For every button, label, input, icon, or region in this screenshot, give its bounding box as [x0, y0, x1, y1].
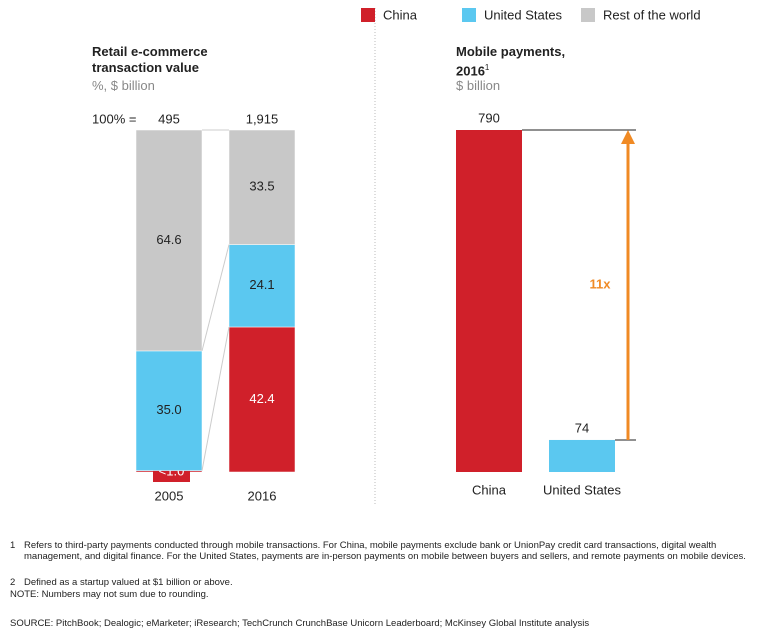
bar-segment: [135, 129, 203, 352]
x-tick-label: United States: [543, 482, 622, 497]
value-label: 790: [478, 110, 500, 125]
value-label: 74: [575, 420, 589, 435]
footnote-marker: 2: [10, 577, 16, 588]
arrow-head: [621, 130, 635, 144]
title-text: Mobile payments, 2016: [456, 44, 566, 79]
note: NOTE: Numbers may not sum due to roundin…: [10, 589, 209, 600]
value-label: 64.6: [156, 232, 181, 247]
legend-swatch: [361, 8, 375, 22]
legend-label: United States: [484, 7, 563, 22]
footnote-marker: 1: [10, 540, 16, 551]
x-tick-label: 2005: [155, 488, 184, 503]
right-subtitle: $ billion: [456, 78, 501, 93]
value-label: 35.0: [156, 402, 181, 417]
x-tick-label: 2016: [248, 488, 277, 503]
bar: [549, 439, 615, 472]
footnote: 1 Refers to third-party payments conducte…: [10, 540, 765, 562]
legend-swatch: [462, 8, 476, 22]
bar-segment: [228, 326, 296, 473]
total-prefix: 100% =: [92, 111, 136, 126]
annotation: 11x: [590, 276, 612, 291]
footnote: 2 Defined as a startup valued at $1 billi…: [10, 577, 765, 588]
left-subtitle: %, $ billion: [92, 78, 155, 93]
bar: [456, 130, 522, 472]
value-label: 24.1: [249, 277, 274, 292]
x-tick-label: China: [472, 482, 507, 497]
value-label: 42.4: [249, 391, 274, 406]
title-note: 1: [484, 63, 490, 72]
right-title: Mobile payments, 20161: [456, 44, 581, 79]
value-label: 33.5: [249, 179, 274, 194]
bar-segment: [135, 350, 203, 471]
left-title: Retail e-commerce transaction value: [92, 44, 208, 75]
legend-label: China: [383, 7, 418, 22]
source: SOURCE: PitchBook; Dealogic; eMarketer; …: [10, 618, 590, 629]
total-label: 1,915: [246, 111, 279, 126]
chart: China United States Rest of the world 100% …: [92, 7, 701, 505]
bar-segment: [228, 244, 296, 328]
legend-swatch: [581, 8, 595, 22]
legend-label: Rest of the world: [603, 7, 701, 22]
connector: [201, 326, 230, 471]
footnote-text: Refers to third-party payments conducted…: [24, 540, 746, 562]
connector: [201, 244, 230, 352]
bar-segment: [228, 129, 296, 245]
total-label: 495: [158, 111, 180, 126]
footnote-text: Defined as a startup valued at $1 billio…: [24, 577, 233, 588]
